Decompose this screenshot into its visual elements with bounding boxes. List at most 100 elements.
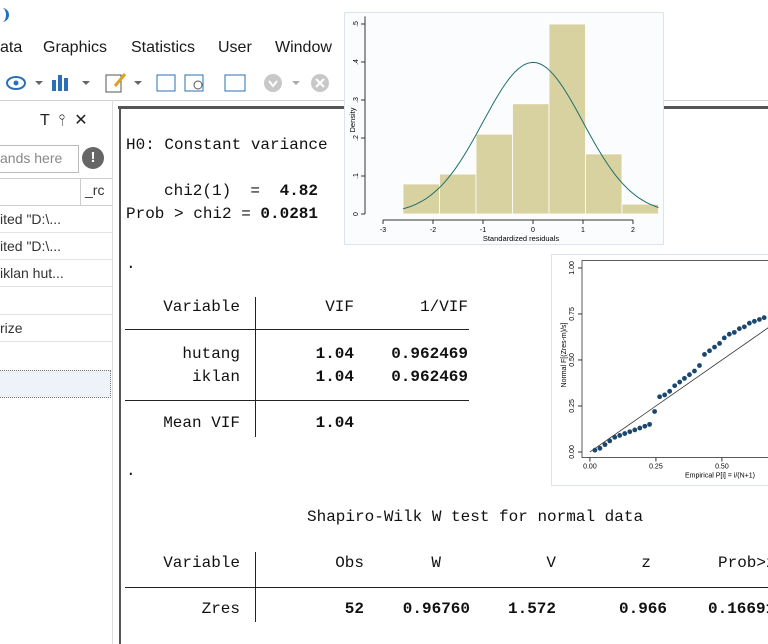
table-header: V — [546, 554, 556, 572]
histogram: 0 .1 .2 .3 .4 .5 -3 -2 -1 0 1 2 Standardized residua… — [344, 12, 664, 245]
column-divider — [80, 179, 81, 205]
table-rule — [125, 329, 469, 330]
toolbar — [6, 73, 329, 93]
column-header: _rc — [85, 182, 105, 198]
search-placeholder: ands here — [0, 150, 63, 166]
dropdown[interactable] — [35, 81, 43, 85]
icon-magnifier — [193, 80, 203, 90]
point — [637, 425, 643, 431]
table-cell: 0.16691 — [708, 600, 768, 618]
bar — [585, 153, 623, 215]
point — [617, 433, 623, 438]
hettest-value: 4.82 — [279, 182, 318, 200]
row-border — [0, 286, 112, 287]
bar — [512, 103, 550, 215]
x-tick-label: -1 — [480, 227, 486, 234]
bar — [475, 133, 513, 215]
x-tick-label: 0.50 — [715, 464, 729, 471]
point — [612, 434, 618, 440]
icon-doedit[interactable] — [105, 74, 122, 93]
table-cell: 0.966 — [618, 600, 667, 618]
table-cell: hutang — [182, 345, 240, 363]
menu-item[interactable]: Graphics — [43, 39, 108, 56]
row-border — [0, 232, 112, 233]
point — [632, 427, 638, 433]
y-axis-label: Normal F[(Zres-m)/s] — [561, 322, 568, 387]
icon-more[interactable] — [264, 74, 282, 92]
table-header: z — [641, 554, 651, 572]
pnorm-plot: 0.00 0.25 0.50 0.75 1.00 0.00 0.25 0.50 Empirica… — [551, 254, 768, 486]
sidebar-border — [112, 100, 113, 644]
x-tick-label: 0 — [531, 227, 535, 234]
table-cell: 0.962469 — [391, 345, 468, 363]
dropdown[interactable] — [134, 81, 142, 85]
menu-item[interactable]: Statistics — [131, 39, 196, 56]
icon-pencil — [113, 73, 127, 87]
hettest-value: 0.0281 — [260, 205, 318, 223]
point — [602, 442, 608, 448]
point — [721, 335, 727, 341]
point — [672, 383, 678, 389]
point — [712, 344, 717, 350]
x-tick-label: 0.00 — [583, 464, 597, 471]
point — [707, 348, 712, 354]
point — [662, 392, 668, 398]
row-border — [0, 178, 112, 179]
selected-row[interactable] — [0, 370, 111, 398]
point — [697, 363, 702, 368]
history-item[interactable]: ited "D:\... — [0, 238, 61, 254]
point — [741, 324, 747, 330]
plot-frame — [581, 260, 768, 458]
dropdown[interactable] — [82, 81, 90, 85]
icon-graph[interactable] — [52, 80, 56, 91]
y-tick-label: .5 — [353, 21, 360, 27]
table-header: VIF — [325, 298, 354, 316]
icon-variables[interactable] — [224, 74, 246, 92]
hettest-label: Prob > chi2 = — [126, 205, 251, 223]
bar — [548, 23, 586, 215]
table-title: Shapiro-Wilk W test for normal data — [307, 508, 644, 526]
menu-item[interactable]: User — [218, 39, 252, 56]
table-rule — [125, 400, 469, 401]
point — [757, 317, 762, 322]
y-tick-label: .4 — [353, 59, 360, 65]
point — [736, 326, 742, 332]
table-cell: 0.96760 — [402, 600, 470, 618]
menu-item[interactable]: ata — [0, 39, 23, 56]
x-axis-label: Standardized residuals — [483, 234, 560, 243]
hettest-label: chi2(1) = — [164, 182, 261, 200]
table-cell: 52 — [344, 600, 364, 618]
x-tick-label: -2 — [430, 227, 436, 234]
icon-break-x — [315, 78, 325, 88]
bar — [439, 173, 477, 215]
point — [667, 388, 673, 394]
table-rule — [125, 587, 768, 588]
point — [657, 394, 663, 400]
point — [731, 329, 737, 335]
history-item[interactable]: rize — [0, 320, 23, 336]
table-header: Variable — [163, 298, 240, 316]
table-cell: Zres — [201, 600, 240, 618]
table-header: Prob>z — [718, 554, 768, 572]
y-tick-label: .1 — [353, 173, 360, 179]
info-icon[interactable]: ! — [82, 147, 104, 169]
search-box[interactable] — [0, 145, 79, 173]
table-cell: 1.572 — [507, 600, 556, 618]
icon-more-arrow — [268, 80, 278, 88]
icon-view-pupil — [13, 80, 19, 86]
results-border — [119, 106, 121, 644]
history-item[interactable]: ited "D:\... — [0, 211, 61, 227]
point — [597, 445, 603, 451]
point — [592, 447, 598, 453]
icon-view[interactable] — [6, 76, 26, 90]
pane-buttons[interactable]: T ⫯ ✕ — [40, 112, 88, 129]
history-item[interactable]: iklan hut... — [0, 265, 64, 281]
icon-data-editor[interactable] — [156, 74, 176, 92]
point — [647, 421, 652, 427]
menu-item[interactable]: Window — [275, 39, 332, 56]
point — [642, 423, 648, 429]
y-tick-label: 0.00 — [569, 445, 576, 459]
dropdown[interactable] — [292, 81, 300, 85]
reference-line — [589, 327, 768, 453]
